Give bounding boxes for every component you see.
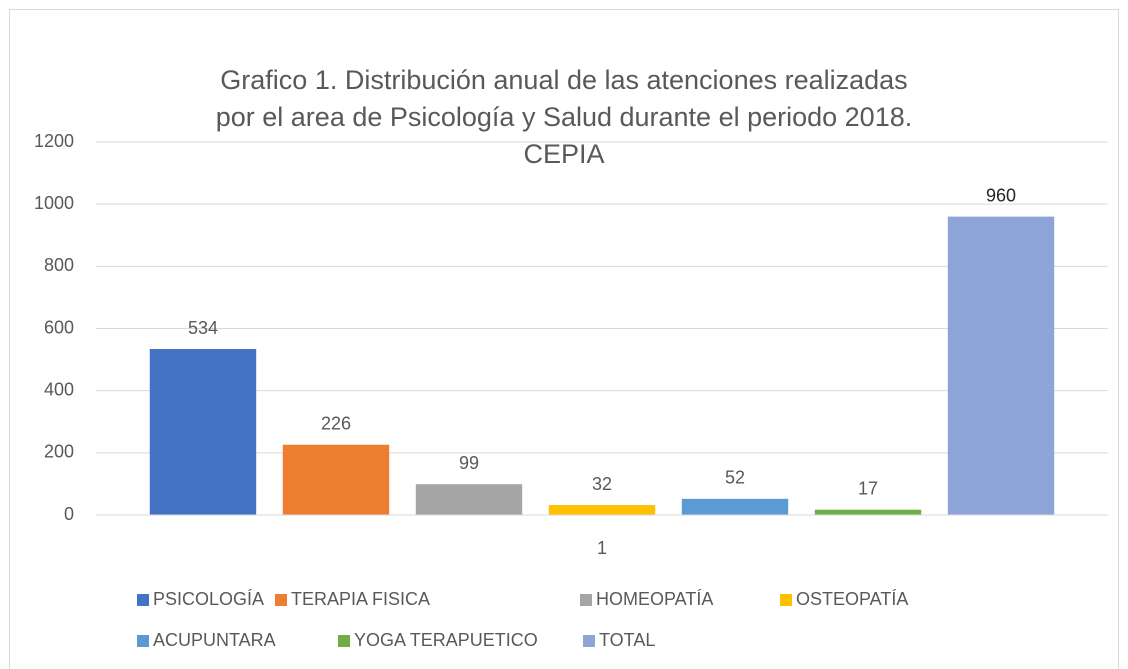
legend-swatch bbox=[275, 594, 287, 606]
bar bbox=[548, 505, 656, 515]
data-label: 17 bbox=[858, 478, 878, 498]
y-tick-label: 200 bbox=[44, 442, 74, 462]
bar bbox=[947, 216, 1055, 515]
bar bbox=[681, 498, 789, 515]
y-tick-label: 1200 bbox=[34, 131, 74, 151]
legend-label: YOGA TERAPUETICO bbox=[354, 630, 538, 650]
legend-label: TOTAL bbox=[599, 630, 655, 650]
x-tick-label: 1 bbox=[597, 538, 607, 558]
data-label: 534 bbox=[188, 318, 218, 338]
chart-border bbox=[9, 9, 1119, 669]
legend-label: OSTEOPATÍA bbox=[796, 589, 908, 609]
data-label: 960 bbox=[986, 185, 1016, 205]
bar bbox=[415, 484, 523, 515]
y-tick-label: 800 bbox=[44, 255, 74, 275]
data-label: 226 bbox=[321, 414, 351, 434]
y-tick-label: 0 bbox=[64, 504, 74, 524]
legend-swatch bbox=[780, 594, 792, 606]
bar bbox=[814, 509, 922, 515]
y-tick-label: 600 bbox=[44, 317, 74, 337]
legend-swatch bbox=[137, 635, 149, 647]
y-tick-label: 400 bbox=[44, 379, 74, 399]
legend-label: ACUPUNTARA bbox=[153, 630, 276, 650]
bar bbox=[149, 349, 257, 515]
legend-swatch bbox=[583, 635, 595, 647]
legend-swatch bbox=[338, 635, 350, 647]
legend-swatch bbox=[580, 594, 592, 606]
data-label: 32 bbox=[592, 474, 612, 494]
legend-label: HOMEOPATÍA bbox=[596, 589, 713, 609]
bar bbox=[282, 444, 390, 515]
legend-swatch bbox=[137, 594, 149, 606]
data-label: 52 bbox=[725, 468, 745, 488]
legend-label: PSICOLOGÍA bbox=[153, 589, 264, 609]
chart-title: Grafico 1. Distribución anual de las ate… bbox=[215, 65, 913, 169]
legend-label: TERAPIA FISICA bbox=[291, 589, 430, 609]
data-label: 99 bbox=[459, 453, 479, 473]
y-tick-label: 1000 bbox=[34, 193, 74, 213]
